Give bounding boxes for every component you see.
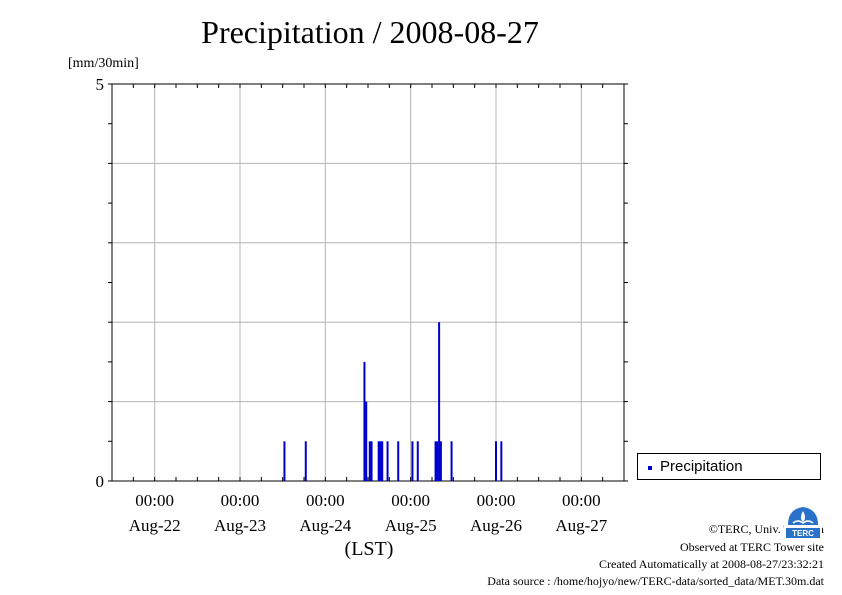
x-tick-date-label: Aug-27 bbox=[555, 516, 607, 535]
footer-source: Data source : /home/hojyo/new/TERC-data/… bbox=[487, 574, 824, 588]
y-axis-unit-label: [mm/30min] bbox=[68, 56, 139, 71]
precipitation-bar bbox=[500, 441, 503, 481]
precipitation-bar bbox=[368, 441, 371, 481]
legend-label: Precipitation bbox=[660, 458, 743, 475]
terc-logo: TERC bbox=[784, 503, 822, 539]
chart-title: Precipitation / 2008-08-27 bbox=[201, 14, 539, 50]
precipitation-bar bbox=[363, 361, 366, 481]
x-tick-date-label: Aug-24 bbox=[299, 516, 351, 535]
precipitation-bar bbox=[434, 441, 437, 481]
precipitation-bar bbox=[304, 441, 307, 481]
precipitation-bar bbox=[397, 441, 400, 481]
y-tick-label: 5 bbox=[96, 75, 105, 94]
x-tick-time-label: 00:00 bbox=[562, 491, 601, 510]
precipitation-bar bbox=[365, 401, 368, 481]
x-tick-time-label: 00:00 bbox=[135, 491, 174, 510]
x-tick-date-label: Aug-26 bbox=[470, 516, 522, 535]
precipitation-bar bbox=[438, 322, 441, 481]
precipitation-bar bbox=[495, 441, 497, 481]
precipitation-bar bbox=[370, 441, 373, 481]
x-tick-date-label: Aug-23 bbox=[214, 516, 266, 535]
precipitation-bar bbox=[439, 441, 442, 481]
x-tick-date-label: Aug-25 bbox=[385, 516, 437, 535]
precipitation-bar bbox=[381, 441, 384, 481]
precipitation-bar bbox=[416, 441, 419, 481]
footer-created: Created Automatically at 2008-08-27/23:3… bbox=[599, 557, 824, 571]
x-tick-date-label: Aug-22 bbox=[129, 516, 181, 535]
precipitation-bar bbox=[379, 441, 382, 481]
legend-swatch bbox=[648, 466, 652, 470]
x-tick-time-label: 00:00 bbox=[221, 491, 260, 510]
precipitation-bar bbox=[436, 441, 439, 481]
precipitation-bar bbox=[386, 441, 389, 481]
x-tick-time-label: 00:00 bbox=[391, 491, 430, 510]
x-axis-label: (LST) bbox=[345, 538, 394, 560]
x-tick-time-label: 00:00 bbox=[477, 491, 516, 510]
svg-text:TERC: TERC bbox=[792, 529, 814, 538]
precipitation-bar bbox=[377, 441, 380, 481]
legend: Precipitation bbox=[637, 453, 821, 480]
footer-observed: Observed at TERC Tower site bbox=[679, 540, 824, 554]
precipitation-bar bbox=[283, 441, 286, 481]
precipitation-bar bbox=[411, 441, 414, 481]
plot-frame bbox=[111, 83, 625, 482]
y-tick-label: 0 bbox=[96, 472, 105, 491]
x-tick-time-label: 00:00 bbox=[306, 491, 345, 510]
precipitation-bar bbox=[450, 441, 453, 481]
